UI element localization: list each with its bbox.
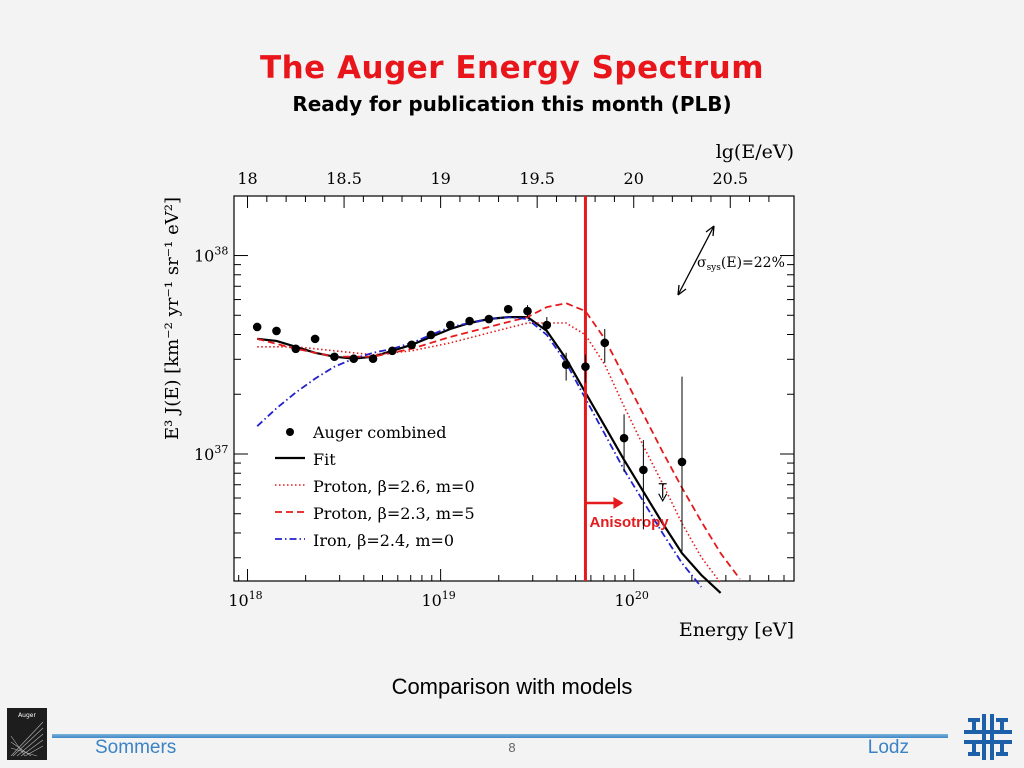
top-tick-label: 20 (624, 169, 644, 188)
slide-subtitle: Ready for publication this month (PLB) (292, 92, 732, 116)
sigma-sys-arrowhead-top-icon (705, 225, 715, 237)
data-point (349, 354, 359, 364)
figure-caption: Comparison with models (391, 674, 633, 699)
sigma-sys-arrowhead-bottom-icon (677, 284, 687, 296)
data-point (388, 346, 397, 356)
data-point (503, 304, 513, 314)
data-point (465, 316, 474, 326)
anisotropy-arrow-head-icon (613, 497, 624, 509)
energy-spectrum-chart: 1018 1019 1020 18 18.5 19 19.5 20 20.5 1037 1038 En… (162, 141, 795, 641)
anisotropy-label: Anisotropy (589, 514, 669, 531)
footer-divider (52, 734, 948, 738)
data-point (252, 322, 262, 332)
data-point (426, 330, 436, 340)
footer-author: Sommers (95, 737, 177, 758)
data-point (581, 362, 590, 371)
x-tick-label: 1020 (615, 589, 649, 610)
sigma-sys-annotation: σsys(E)=22% (697, 255, 785, 273)
top-tick-label: 19 (430, 169, 450, 188)
upper-limit-arrow-icon (658, 493, 668, 502)
x-axis-title: Energy [eV] (679, 619, 794, 641)
series-line-proton1 (257, 322, 722, 584)
footer-location: Lodz (867, 737, 909, 758)
data-point (600, 338, 610, 348)
data-point (561, 360, 571, 369)
data-point (484, 314, 494, 324)
y-tick-label: 1037 (194, 443, 228, 464)
legend-label-iron: Iron, β=2.4, m=0 (313, 531, 454, 550)
data-point (330, 352, 339, 362)
page-number: 8 (508, 740, 516, 755)
top-tick-label: 18.5 (326, 169, 362, 188)
x-tick-label: 1019 (421, 589, 455, 610)
data-point (291, 344, 301, 354)
data-point (407, 340, 416, 350)
legend-label-auger: Auger combined (312, 423, 446, 442)
legend-marker-auger (286, 428, 294, 436)
sigma-sys-arrow-line (677, 225, 715, 296)
fermilab-logo-icon (964, 714, 1012, 760)
data-point (639, 465, 648, 475)
top-tick-label: 20.5 (712, 169, 748, 188)
data-point (619, 433, 629, 443)
data-point (368, 354, 378, 364)
legend-label-proton2: Proton, β=2.3, m=5 (313, 504, 475, 523)
data-point (523, 306, 532, 316)
data-point (677, 457, 687, 467)
data-point (445, 320, 455, 330)
top-tick-label: 18 (237, 169, 257, 188)
legend-label-proton1: Proton, β=2.6, m=0 (313, 477, 475, 496)
auger-observatory-logo-icon: Auger (7, 708, 47, 760)
auger-logo-text: Auger (18, 712, 36, 719)
legend-label-fit: Fit (313, 450, 336, 469)
data-point (542, 320, 552, 330)
top-axis-title: lg(E/eV) (716, 141, 794, 163)
slide-title: The Auger Energy Spectrum (259, 50, 765, 86)
plot-frame (233, 195, 795, 582)
data-point (272, 326, 281, 336)
top-tick-label: 19.5 (519, 169, 555, 188)
y-axis-title: E³ J(E) [km⁻² yr⁻¹ sr⁻¹ eV²] (162, 197, 183, 440)
series-line-iron (256, 316, 703, 588)
y-tick-label: 1038 (194, 245, 228, 266)
x-tick-label: 1018 (228, 589, 262, 610)
data-point (310, 334, 320, 344)
